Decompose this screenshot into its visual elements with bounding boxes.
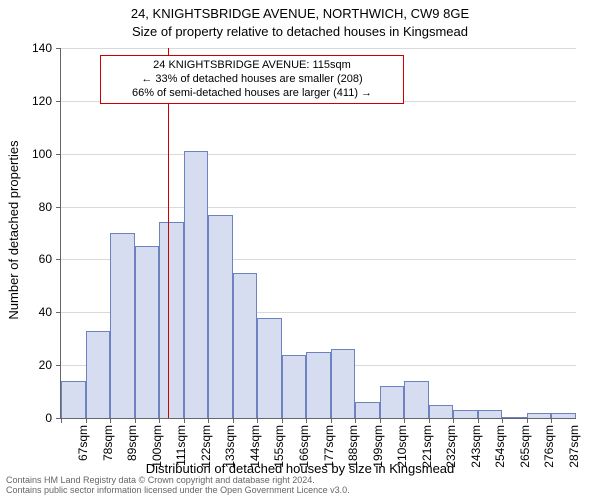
xtick-mark [257,418,258,423]
ytick-mark [56,154,61,155]
xtick-label: 67sqm [76,425,90,461]
histogram-bar [184,151,209,418]
xtick-mark [135,418,136,423]
histogram-bar [404,381,429,418]
property-size-histogram: 24, KNIGHTSBRIDGE AVENUE, NORTHWICH, CW9… [0,0,600,500]
histogram-bar [257,318,282,418]
xtick-label: 111sqm [174,425,188,466]
xtick-mark [306,418,307,423]
xtick-label: 287sqm [567,425,581,468]
histogram-bar [110,233,135,418]
xtick-label: 166sqm [297,425,311,468]
ytick-label: 40 [22,305,52,319]
xtick-label: 276sqm [542,425,556,468]
xtick-label: 144sqm [248,425,262,468]
xtick-label: 210sqm [395,425,409,468]
xtick-label: 78sqm [101,425,115,461]
xtick-mark [527,418,528,423]
ytick-mark [56,207,61,208]
ytick-label: 120 [22,94,52,108]
chart-subtitle: Size of property relative to detached ho… [0,24,600,39]
xtick-label: 100sqm [150,425,164,468]
ytick-label: 80 [22,200,52,214]
chart-footnote: Contains HM Land Registry data © Crown c… [6,476,350,496]
annotation-box: 24 KNIGHTSBRIDGE AVENUE: 115sqm ← 33% of… [100,55,404,104]
ytick-label: 0 [22,411,52,425]
xtick-mark [110,418,111,423]
histogram-bar [527,413,552,418]
histogram-bar [233,273,258,418]
histogram-bar [159,222,184,418]
xtick-label: 221sqm [420,425,434,468]
annotation-line-2: ← 33% of detached houses are smaller (20… [107,73,397,87]
histogram-bar [429,405,454,418]
xtick-label: 133sqm [223,425,237,468]
gridline [61,48,576,49]
xtick-mark [282,418,283,423]
histogram-bar [551,413,576,418]
ytick-mark [56,48,61,49]
xtick-mark [551,418,552,423]
gridline [61,207,576,208]
annotation-line-1: 24 KNIGHTSBRIDGE AVENUE: 115sqm [107,59,397,73]
xtick-mark [355,418,356,423]
ytick-mark [56,259,61,260]
xtick-mark [380,418,381,423]
xtick-mark [331,418,332,423]
histogram-bar [86,331,111,418]
xtick-mark [159,418,160,423]
xtick-label: 177sqm [322,425,336,468]
histogram-bar [478,410,503,418]
ytick-mark [56,312,61,313]
xtick-mark [502,418,503,423]
xtick-label: 188sqm [346,425,360,468]
ytick-label: 100 [22,147,52,161]
xtick-label: 254sqm [493,425,507,468]
histogram-bar [61,381,86,418]
xtick-label: 243sqm [469,425,483,468]
xtick-mark [86,418,87,423]
ytick-label: 140 [22,41,52,55]
histogram-bar [453,410,478,418]
histogram-bar [282,355,307,418]
xtick-mark [478,418,479,423]
footnote-line-2: Contains public sector information licen… [6,486,350,496]
gridline [61,154,576,155]
annotation-line-3: 66% of semi-detached houses are larger (… [107,87,397,101]
histogram-bar [306,352,331,418]
xtick-mark [404,418,405,423]
histogram-bar [380,386,405,418]
histogram-bar [208,215,233,419]
xtick-label: 89sqm [125,425,139,461]
chart-title: 24, KNIGHTSBRIDGE AVENUE, NORTHWICH, CW9… [0,6,600,21]
ytick-mark [56,101,61,102]
xtick-mark [184,418,185,423]
xtick-label: 265sqm [518,425,532,468]
xtick-mark [233,418,234,423]
xtick-label: 232sqm [444,425,458,468]
ytick-label: 20 [22,358,52,372]
histogram-bar [502,417,527,418]
histogram-bar [135,246,160,418]
y-axis-label: Number of detached properties [6,140,21,319]
xtick-label: 199sqm [371,425,385,468]
xtick-mark [453,418,454,423]
xtick-mark [61,418,62,423]
xtick-mark [208,418,209,423]
ytick-mark [56,365,61,366]
xtick-mark [429,418,430,423]
ytick-label: 60 [22,252,52,266]
histogram-bar [331,349,356,418]
histogram-bar [355,402,380,418]
xtick-label: 122sqm [199,425,213,468]
xtick-label: 155sqm [272,425,286,468]
